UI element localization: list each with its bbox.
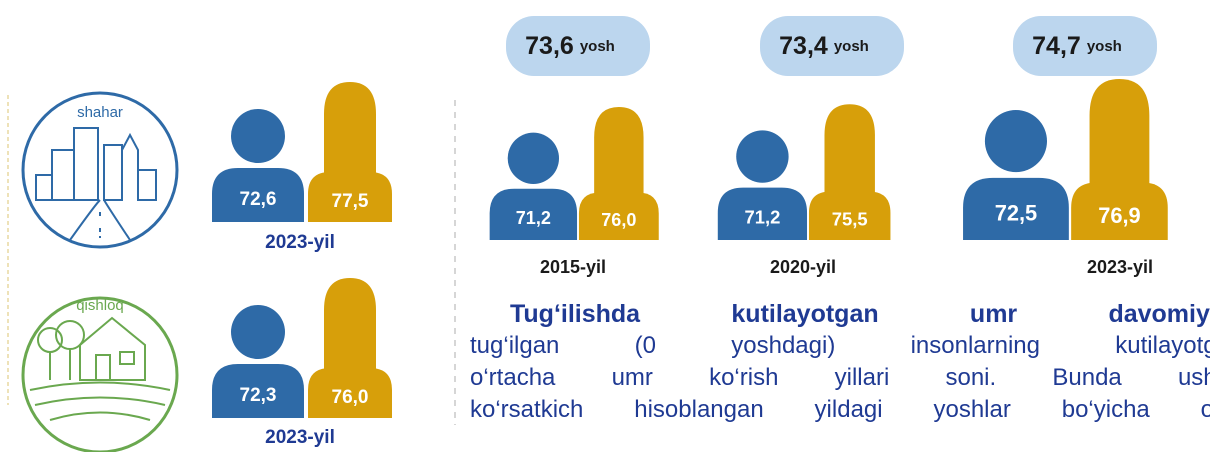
female-hair [324,278,376,372]
average-number: 74,7 [1032,32,1081,60]
year-label: 2023-yil [265,232,335,253]
definition-title: Tug‘ilishda kutilayotgan umr davomiyligi [470,298,1210,330]
page: shahar qishloq 2023-yil 2023-yil 72,6 77,… [0,0,1210,452]
male-value: 72,6 [240,189,277,210]
female-hair [824,104,874,195]
female-value: 75,5 [832,208,868,229]
average-unit: yosh [580,38,615,55]
rural-icon: qishloq [23,297,177,452]
male-value: 72,3 [240,385,277,406]
female-hair [1090,79,1150,187]
female-value: 76,9 [1098,203,1141,228]
male-head [231,305,285,359]
definition-line: o‘rtacha umr ko‘rish yillari soni. Bunda… [470,362,1210,394]
year-label: 2023-yil [1087,257,1153,277]
male-value: 71,2 [516,208,551,228]
average-number: 73,4 [779,32,828,60]
male-head [985,110,1047,172]
male-head [736,130,788,182]
average-unit: yosh [834,38,869,55]
definition: Tug‘ilishda kutilayotgan umr davomiyligi… [470,298,1210,426]
male-value: 72,5 [995,200,1038,225]
rural-label: qishloq [76,297,124,314]
year-label: 2020-yil [770,257,836,277]
female-value: 76,0 [332,387,369,408]
female-value: 76,0 [601,210,636,230]
male-head [508,133,559,184]
female-value: 77,5 [332,191,369,212]
year-label: 2015-yil [540,257,606,277]
definition-line: tug‘ilgan (0 yoshdagi) insonlarning kuti… [470,330,1210,362]
female-hair [324,82,376,176]
year-label: 2023-yil [265,427,335,448]
average-number: 73,6 [525,32,574,60]
average-unit: yosh [1087,38,1122,55]
urban-label: shahar [77,104,123,121]
female-hair [594,107,643,196]
urban-icon: shahar [23,93,177,247]
definition-line: ko‘rsatkich hisoblangan yildagi yoshlar … [470,394,1210,426]
male-head [231,109,285,163]
male-value: 71,2 [744,207,780,228]
